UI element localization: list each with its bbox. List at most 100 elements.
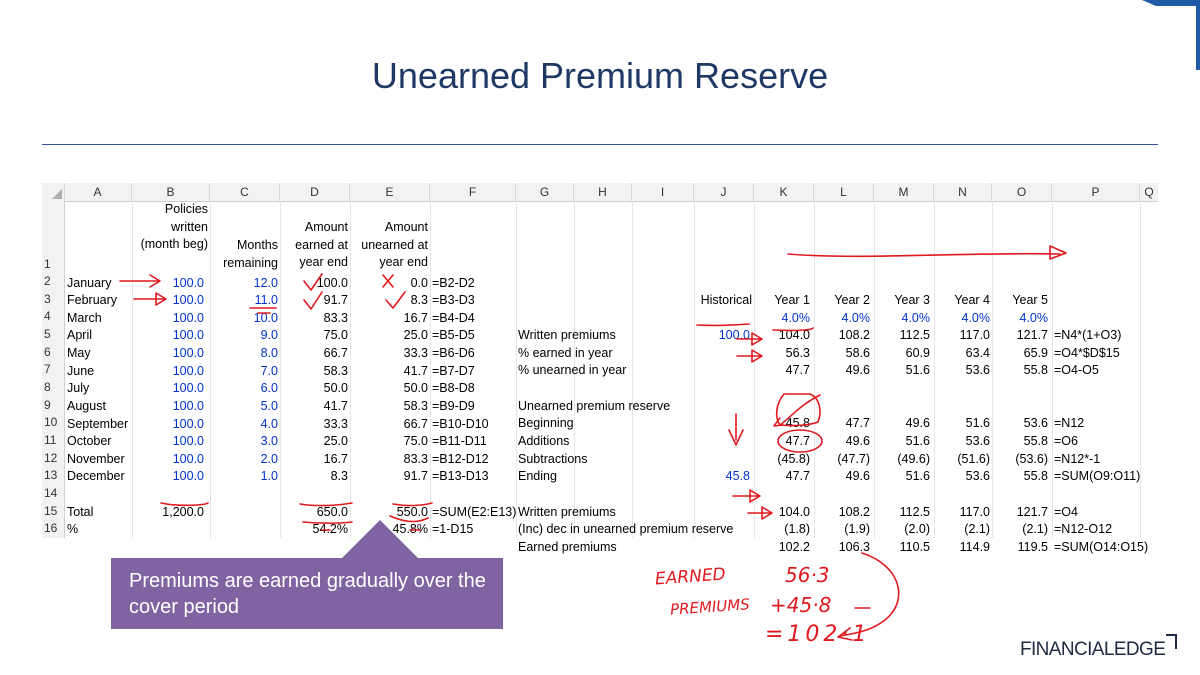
amount-earned[interactable]: 41.7 [323,399,348,413]
amount-earned[interactable]: 100.0 [316,276,348,290]
months-remaining[interactable]: 6.0 [260,381,278,395]
upr-additions[interactable]: 51.6 [905,434,930,448]
amount-earned[interactable]: 91.7 [323,293,348,307]
amount-unearned[interactable]: 41.7 [403,364,428,378]
formula-f[interactable]: =B6-D6 [432,346,475,360]
earned-in-year[interactable]: 63.4 [965,346,990,360]
col-header-b[interactable]: B [132,183,210,201]
months-remaining[interactable]: 11.0 [254,293,278,307]
written-premium-2[interactable]: 117.0 [959,505,990,519]
upr-subtractions[interactable]: (51.6) [957,452,990,466]
months-remaining[interactable]: 4.0 [260,417,278,431]
upr-ending[interactable]: 55.8 [1023,469,1048,483]
earned-in-year[interactable]: 58.6 [845,346,870,360]
header-amount-unearned[interactable]: Amount unearned at year end [361,220,428,269]
row-number[interactable]: 8 [44,380,51,394]
written-premium[interactable]: 117.0 [959,328,990,342]
col-header-o[interactable]: O [992,183,1052,201]
policies-written[interactable]: 100.0 [172,452,204,466]
policies-written[interactable]: 100.0 [172,469,204,483]
col-header-l[interactable]: L [814,183,874,201]
amount-unearned[interactable]: 8.3 [410,293,428,307]
row-number[interactable]: 9 [44,398,51,412]
earned-in-year[interactable]: 56.3 [785,346,810,360]
upr-beginning[interactable]: 47.7 [845,416,870,430]
earned-premium[interactable]: 119.5 [1017,540,1048,554]
col-header-q[interactable]: Q [1144,185,1154,199]
policies-written[interactable]: 100.0 [172,293,204,307]
unearned-in-year[interactable]: 55.8 [1023,363,1048,377]
written-premium[interactable]: 121.7 [1016,328,1048,342]
amount-earned[interactable]: 33.3 [323,417,348,431]
upr-subtractions[interactable]: (45.8) [777,452,810,466]
months-remaining[interactable]: 3.0 [260,434,278,448]
written-premium-2[interactable]: 112.5 [899,505,930,519]
col-header-d[interactable]: D [280,183,350,201]
upr-ending[interactable]: 53.6 [965,469,990,483]
months-remaining[interactable]: 10.0 [253,311,278,325]
earned-premium[interactable]: 102.2 [778,540,810,554]
formula-f[interactable]: =B8-D8 [432,381,475,395]
header-amount-earned[interactable]: Amount earned at year end [295,220,348,269]
upr-inc-dec[interactable]: (2.1) [964,522,990,536]
amount-unearned[interactable]: 83.3 [403,452,428,466]
amount-unearned[interactable]: 91.7 [403,469,428,483]
written-premium[interactable]: 112.5 [899,328,930,342]
written-premium[interactable]: 104.0 [778,328,810,342]
formula-f[interactable]: =B4-D4 [432,311,475,325]
amount-earned[interactable]: 8.3 [330,469,348,483]
upr-subtractions[interactable]: (47.7) [837,452,870,466]
months-remaining[interactable]: 9.0 [260,328,278,342]
months-remaining[interactable]: 5.0 [260,399,278,413]
formula-p[interactable]: =O4 [1054,505,1078,519]
amount-earned[interactable]: 66.7 [323,346,348,360]
label-written-premiums-2[interactable]: Written premiums [518,505,616,519]
year-header[interactable]: Year 5 [1012,293,1048,307]
formula-f[interactable]: =B3-D3 [432,293,475,307]
unearned-in-year[interactable]: 51.6 [905,363,930,377]
pct-label[interactable]: % [67,522,79,536]
policies-written[interactable]: 100.0 [172,434,204,448]
formula-p[interactable]: =N12*-1 [1054,452,1101,466]
row-number[interactable]: 12 [44,451,58,465]
label-inc-dec[interactable]: (Inc) dec in unearned premium reserve [518,522,734,536]
total-policies[interactable]: 1,200.0 [162,505,204,519]
col-header-f[interactable]: F [430,183,516,201]
month-label[interactable]: July [67,381,90,395]
earned-in-year[interactable]: 65.9 [1023,346,1048,360]
label-earned-premiums[interactable]: Earned premiums [518,540,617,554]
policies-written[interactable]: 100.0 [172,399,204,413]
amount-unearned[interactable]: 0.0 [410,276,428,290]
written-premium[interactable]: 108.2 [838,328,870,342]
policies-written[interactable]: 100.0 [172,328,204,342]
upr-additions[interactable]: 55.8 [1023,434,1048,448]
earned-premium[interactable]: 114.9 [959,540,990,554]
growth-rate[interactable]: 4.0% [841,311,871,325]
policies-written[interactable]: 100.0 [172,346,204,360]
month-label[interactable]: August [67,399,106,413]
row-number[interactable]: 14 [44,486,58,500]
formula-p[interactable]: =SUM(O9:O11) [1054,469,1141,483]
amount-unearned[interactable]: 66.7 [403,417,428,431]
month-label[interactable]: October [67,434,112,448]
amount-earned[interactable]: 25.0 [323,434,348,448]
year-header[interactable]: Year 4 [954,293,990,307]
amount-unearned[interactable]: 75.0 [403,434,428,448]
earned-premium[interactable]: 110.5 [899,540,930,554]
col-header-n[interactable]: N [934,183,992,201]
written-premium-2[interactable]: 104.0 [778,505,810,519]
upr-beginning[interactable]: 51.6 [965,416,990,430]
col-header-j[interactable]: J [694,183,754,201]
formula-p[interactable]: =N12 [1054,416,1085,430]
label-pct-earned[interactable]: % earned in year [518,346,613,360]
growth-rate[interactable]: 4.0% [1019,311,1049,325]
pct-earned[interactable]: 54.2% [312,522,348,536]
col-header-k[interactable]: K [754,183,814,201]
total-earned[interactable]: 650.0 [316,505,348,519]
month-label[interactable]: September [67,417,129,431]
amount-earned[interactable]: 75.0 [323,328,348,342]
row-number[interactable]: 11 [44,433,57,447]
months-remaining[interactable]: 8.0 [260,346,278,360]
upr-subtractions[interactable]: (49.6) [897,452,930,466]
row-number[interactable]: 5 [44,327,51,341]
